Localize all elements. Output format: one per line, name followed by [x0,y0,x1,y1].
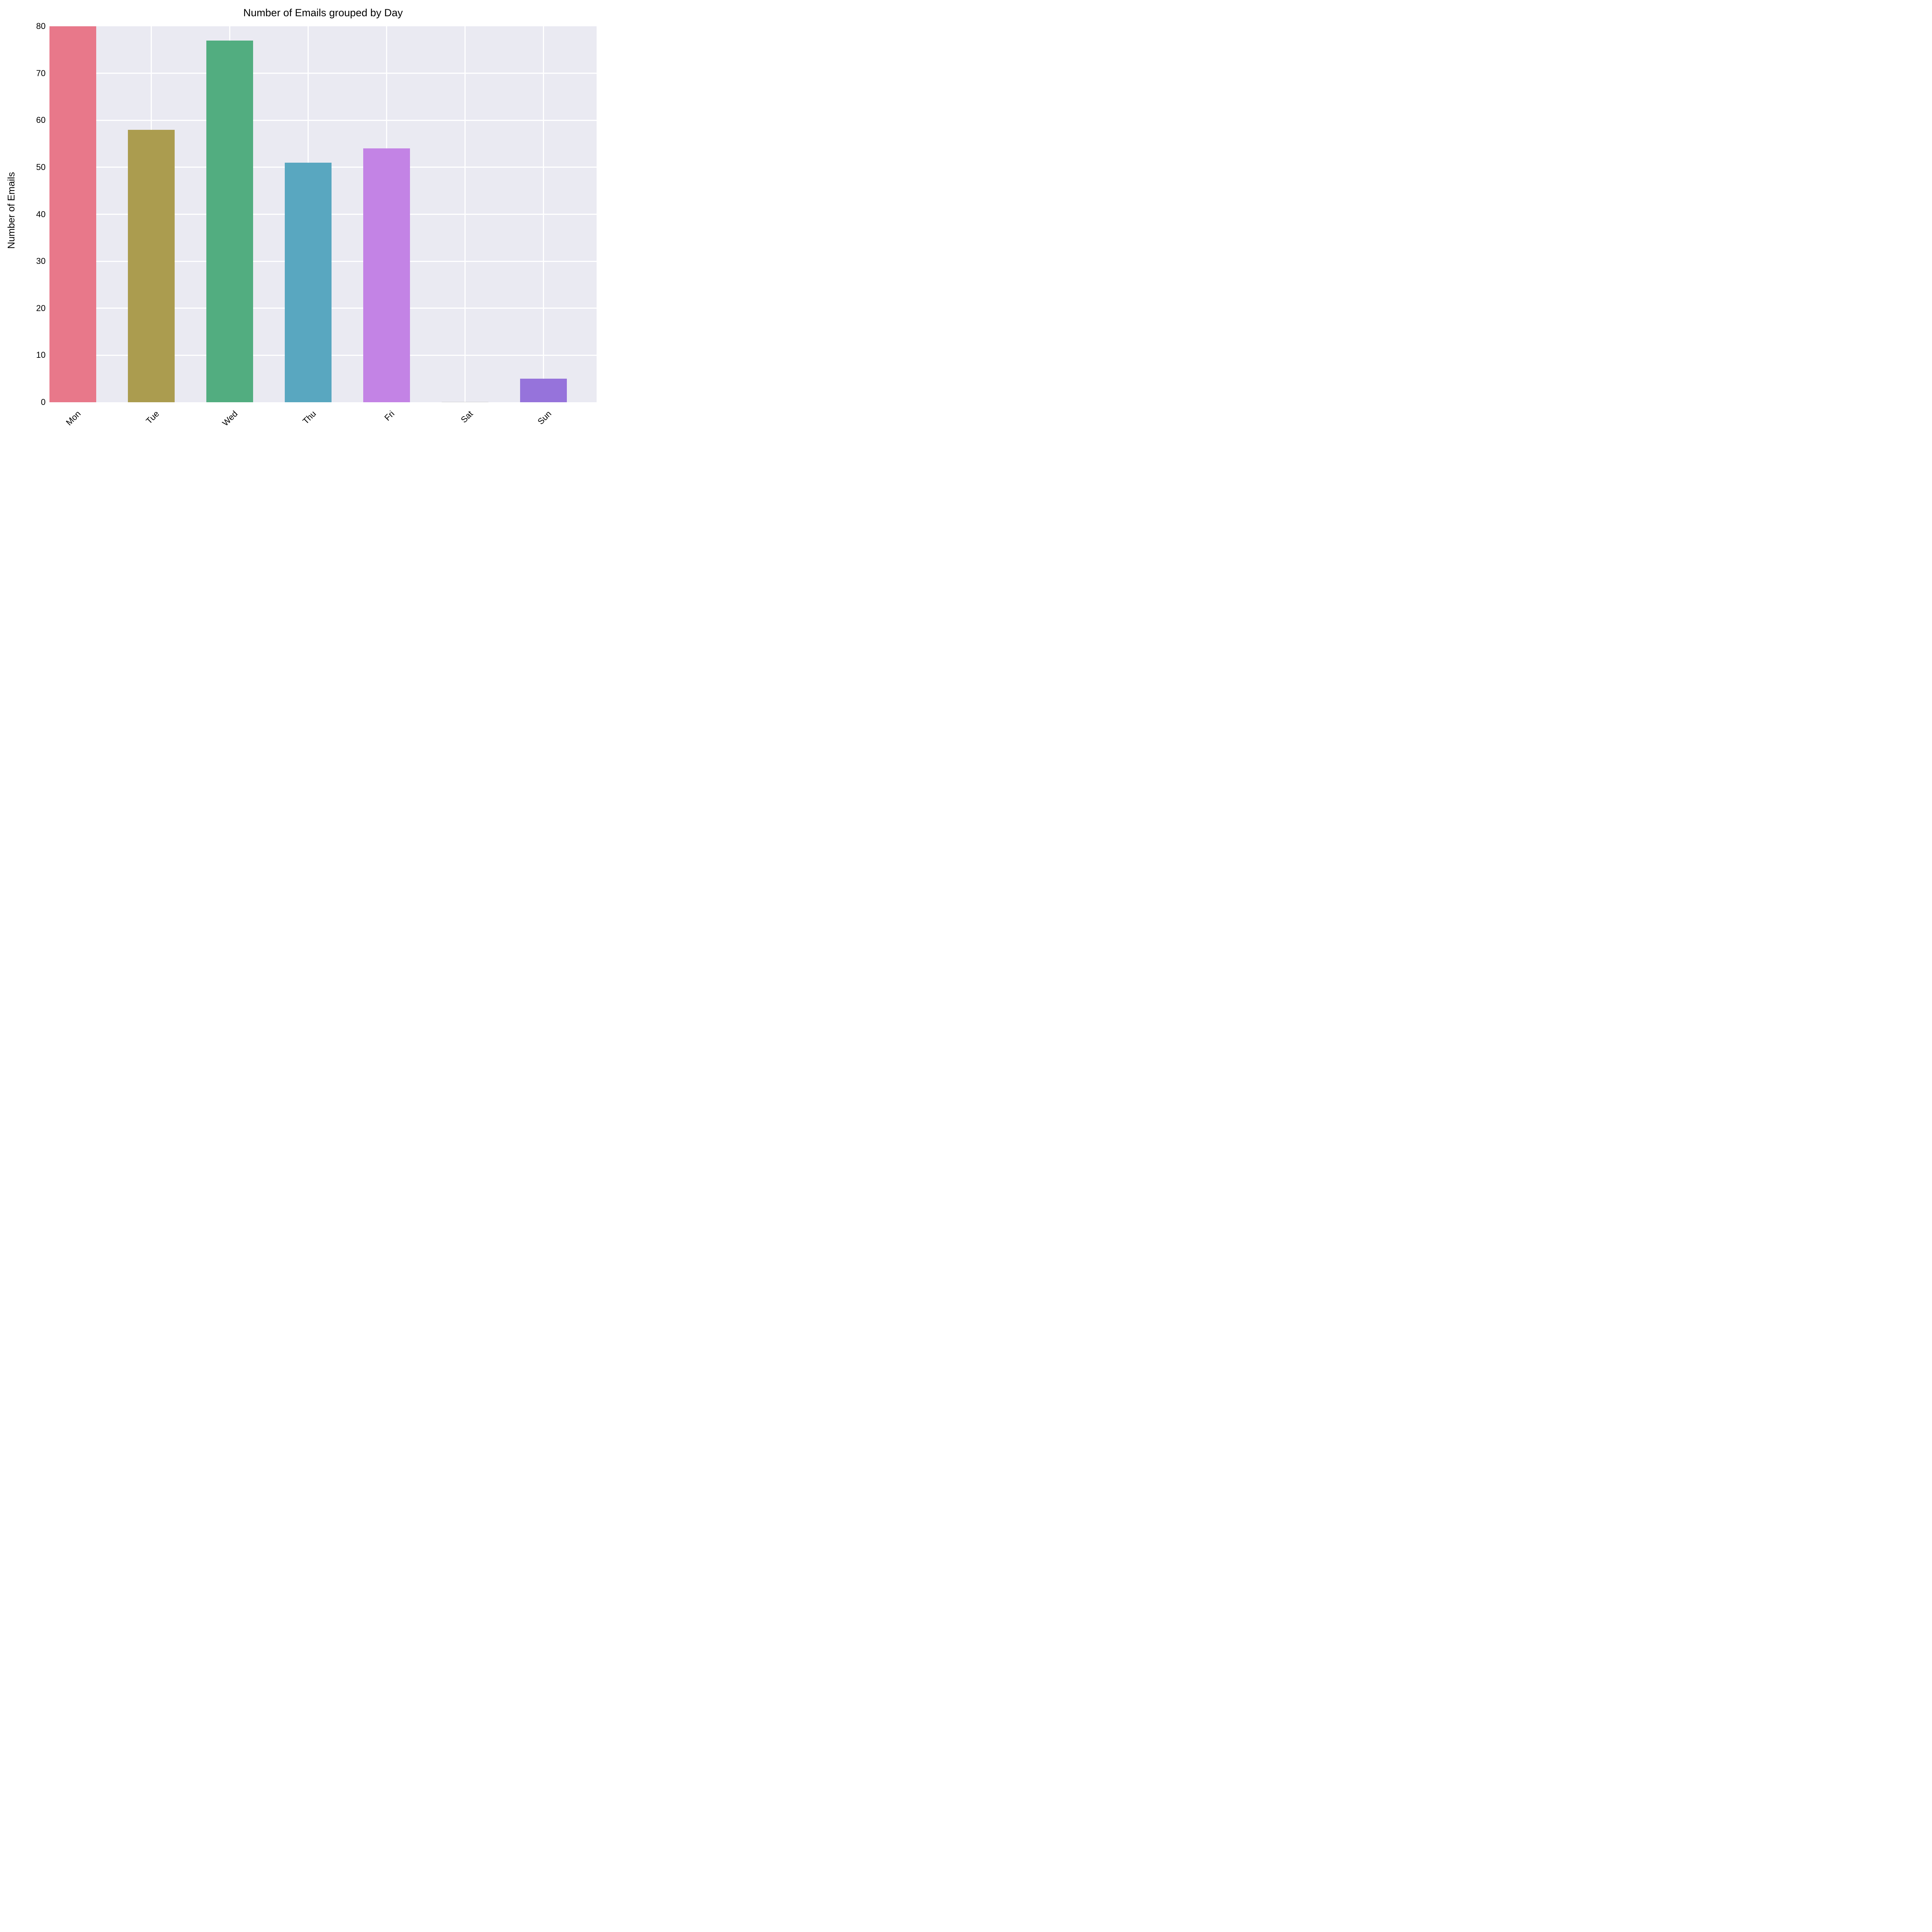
y-tick-label: 0 [41,397,46,407]
chart-title: Number of Emails grouped by Day [243,7,403,19]
bar-mon [49,26,96,402]
y-tick-label: 50 [36,162,46,172]
bar-sun [520,379,567,402]
y-tick-label: 80 [36,21,46,31]
y-tick-label: 60 [36,115,46,125]
x-tick-label: Tue [144,409,161,426]
bar-thu [284,162,332,402]
plot-area [49,26,597,402]
bar-fri [363,148,410,402]
x-tick-label: Sun [536,409,553,427]
y-tick-label: 10 [36,350,46,360]
horizontal-gridline [49,73,597,74]
y-tick-label: 20 [36,303,46,313]
bar-tue [128,129,175,402]
y-tick-label: 70 [36,68,46,78]
vertical-gridline [543,26,544,402]
horizontal-gridline [49,119,597,121]
y-tick-label: 40 [36,209,46,219]
x-tick-label: Sat [459,409,475,425]
y-axis-label: Number of Emails [6,172,17,249]
bar-wed [206,40,253,402]
x-tick-label: Fri [382,409,396,423]
x-tick-label: Thu [301,409,318,426]
vertical-gridline [464,26,466,402]
x-tick-label: Mon [64,409,83,427]
x-tick-label: Wed [220,409,240,428]
y-tick-label: 30 [36,256,46,266]
